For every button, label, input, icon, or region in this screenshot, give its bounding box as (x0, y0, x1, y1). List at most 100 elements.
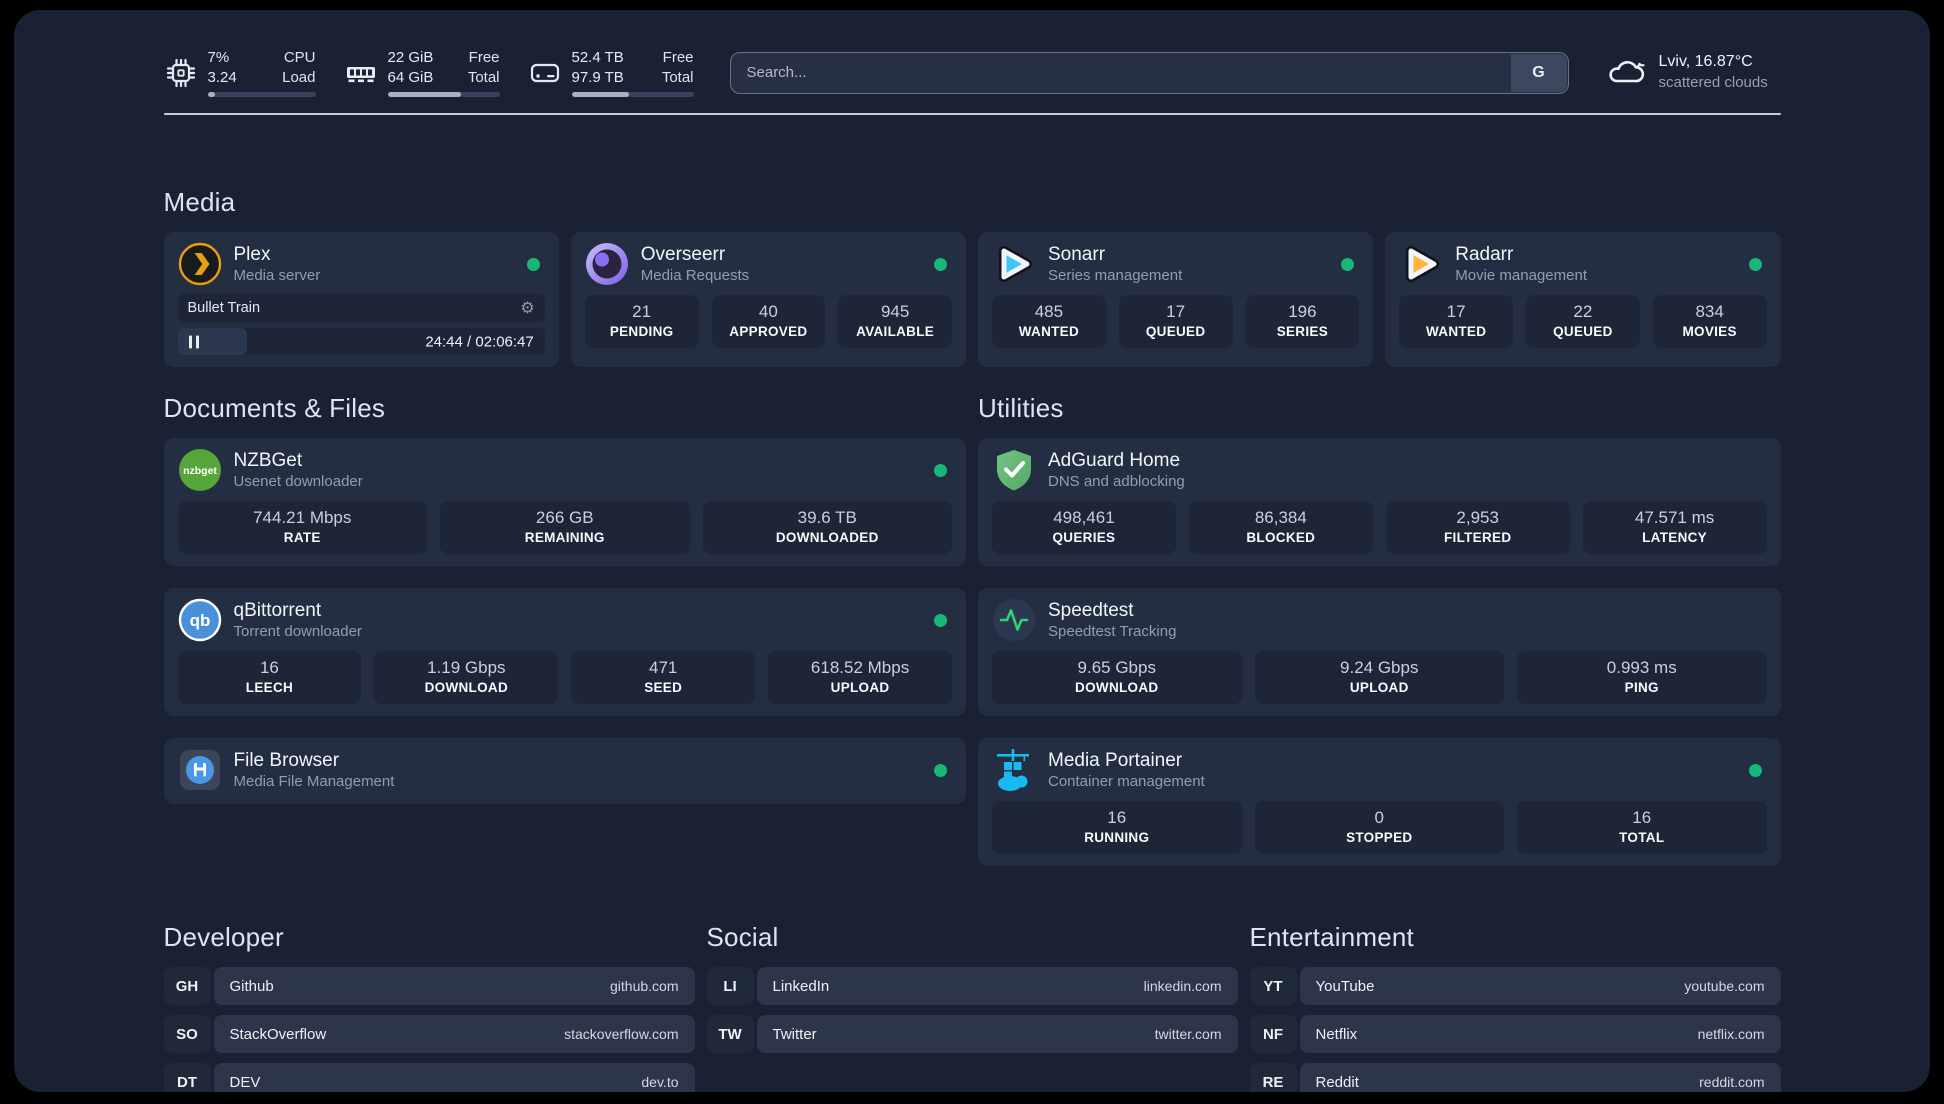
app-card-portainer[interactable]: Media Portainer Container management 16 … (978, 738, 1781, 866)
app-title: File Browser (233, 749, 340, 771)
disk-total-value: 97.9 TB (571, 68, 624, 86)
search-engine-button[interactable]: G (1510, 53, 1567, 92)
stat-blocked: 86,384 BLOCKED (1188, 501, 1373, 554)
status-dot (1748, 763, 1762, 777)
link-dev[interactable]: DT DEV dev.to (163, 1063, 695, 1092)
link-abbr: GH (163, 967, 211, 1005)
app-card-radarr[interactable]: Radarr Movie management 17 WANTED 22 QUE… (1385, 232, 1781, 367)
ram-icon (346, 66, 375, 82)
header-divider (163, 113, 1781, 115)
status-dot (526, 257, 540, 271)
stat-leech: 16 LEECH (177, 651, 362, 704)
cpu-progress-fill (207, 92, 216, 97)
ram-metric: 22 GiB 64 GiB Free Total (344, 48, 500, 97)
stat-downloaded: 39.6 TB DOWNLOADED (702, 501, 952, 554)
app-card-qbittorrent[interactable]: qb qBittorrent Torrent downloader 16 LEE… (163, 588, 966, 716)
stat-ping: 0.993 ms PING (1517, 651, 1767, 704)
pause-icon[interactable] (188, 335, 199, 348)
svg-text:nzbget: nzbget (183, 465, 217, 477)
stat-filtered: 2,953 FILTERED (1385, 501, 1570, 554)
app-card-adguard[interactable]: AdGuard Home DNS and adblocking 498,461 … (978, 438, 1781, 566)
app-desc: Series management (1048, 266, 1183, 284)
social-section-title: Social (706, 922, 779, 952)
cpu-load-value: 3.24 (207, 68, 237, 86)
stat-latency: 47.571 ms LATENCY (1582, 501, 1767, 554)
app-title: Speedtest (1048, 599, 1134, 621)
status-dot (1341, 257, 1355, 271)
system-metrics: 7% 3.24 CPU Load (164, 48, 694, 97)
app-title: Media Portainer (1048, 749, 1183, 771)
section-utilities: Utilities AdGuard Home DNS and adblockin… (978, 393, 1781, 866)
stat-approved: 40 APPROVED (711, 295, 826, 348)
ram-free-value: 22 GiB (387, 49, 434, 66)
link-name: Reddit (1315, 1073, 1359, 1091)
link-github[interactable]: GH Github github.com (163, 967, 695, 1005)
stat-download: 9.65 Gbps DOWNLOAD (992, 651, 1242, 704)
disk-free-label: Free (662, 49, 694, 66)
link-abbr: LI (706, 967, 754, 1005)
link-twitter[interactable]: TW Twitter twitter.com (706, 1015, 1238, 1053)
disk-total-label: Total (661, 68, 694, 86)
link-netflix[interactable]: NF Netflix netflix.com (1249, 1015, 1781, 1053)
link-url: dev.to (641, 1074, 679, 1090)
cpu-icon (166, 58, 195, 87)
stat-wanted: 17 WANTED (1399, 295, 1513, 348)
link-name: YouTube (1315, 977, 1375, 995)
link-linkedin[interactable]: LI LinkedIn linkedin.com (706, 967, 1238, 1005)
section-documents: Documents & Files nzbget NZBGet Usenet d… (163, 393, 966, 804)
app-desc: DNS and adblocking (1048, 472, 1185, 490)
status-dot (934, 463, 947, 477)
app-title: Plex (233, 243, 271, 265)
stat-queries: 498,461 QUERIES (992, 501, 1176, 554)
app-desc: Torrent downloader (233, 622, 362, 640)
stat-download: 1.19 Gbps DOWNLOAD (374, 651, 559, 704)
section-social: Social LI LinkedIn linkedin.com TW Twitt… (706, 922, 1238, 1063)
dashboard-panel: 7% 3.24 CPU Load (14, 10, 1930, 1092)
app-title: Overseerr (640, 243, 726, 265)
app-card-plex[interactable]: Plex Media server Bullet Train ⚙ 24:44 /… (163, 232, 559, 367)
app-title: Radarr (1455, 243, 1514, 265)
link-body: Netflix netflix.com (1299, 1015, 1781, 1053)
playback-progress-bar[interactable]: 24:44 / 02:06:47 (177, 328, 545, 355)
ram-total-value: 64 GiB (387, 68, 434, 86)
app-desc: Usenet downloader (233, 472, 363, 490)
link-abbr: TW (706, 1015, 754, 1053)
widget-settings-icon[interactable]: ⚙ (520, 298, 535, 317)
stat-seed: 471 SEED (571, 651, 756, 704)
stat-available: 945 AVAILABLE (838, 295, 952, 348)
link-reddit[interactable]: RE Reddit reddit.com (1249, 1063, 1781, 1092)
app-card-sonarr[interactable]: Sonarr Series management 485 WANTED 17 Q… (978, 232, 1374, 367)
link-name: DEV (229, 1073, 261, 1091)
svg-text:qb: qb (189, 611, 210, 630)
qbittorrent-logo-icon: qb (178, 598, 221, 642)
weather-location: Lviv, 16.87°C (1658, 53, 1753, 71)
disk-free-value: 52.4 TB (571, 49, 624, 66)
link-url: linkedin.com (1143, 978, 1222, 994)
stat-running: 16 RUNNING (992, 801, 1242, 854)
app-card-nzbget[interactable]: nzbget NZBGet Usenet downloader 744.21 M… (163, 438, 966, 566)
link-name: LinkedIn (772, 977, 830, 995)
ram-progress-fill (387, 92, 462, 97)
link-body: Github github.com (213, 967, 695, 1005)
link-name: Netflix (1315, 1025, 1358, 1043)
portainer-logo-icon (997, 749, 1029, 791)
app-desc: Speedtest Tracking (1048, 622, 1177, 640)
app-card-speedtest[interactable]: Speedtest Speedtest Tracking 9.65 Gbps D… (978, 588, 1781, 716)
app-card-filebrowser[interactable]: File Browser Media File Management (163, 738, 966, 804)
link-youtube[interactable]: YT YouTube youtube.com (1249, 967, 1781, 1005)
search-input[interactable] (729, 51, 1569, 94)
status-dot (934, 613, 947, 627)
entertainment-section-title: Entertainment (1249, 922, 1414, 952)
search-bar: G (729, 51, 1569, 94)
weather-condition: scattered clouds (1658, 74, 1768, 92)
app-card-overseerr[interactable]: Overseerr Media Requests 21 PENDING 40 A… (570, 232, 966, 367)
stat-remaining: 266 GB REMAINING (440, 501, 690, 554)
ram-free-label: Free (468, 49, 500, 66)
media-section-title: Media (163, 187, 236, 217)
link-abbr: RE (1249, 1063, 1297, 1092)
cpu-progress-bar (207, 92, 316, 97)
link-abbr: SO (163, 1015, 211, 1053)
link-stackoverflow[interactable]: SO StackOverflow stackoverflow.com (163, 1015, 695, 1053)
stat-stopped: 0 STOPPED (1254, 801, 1504, 854)
stat-queued: 17 QUEUED (1118, 295, 1233, 348)
